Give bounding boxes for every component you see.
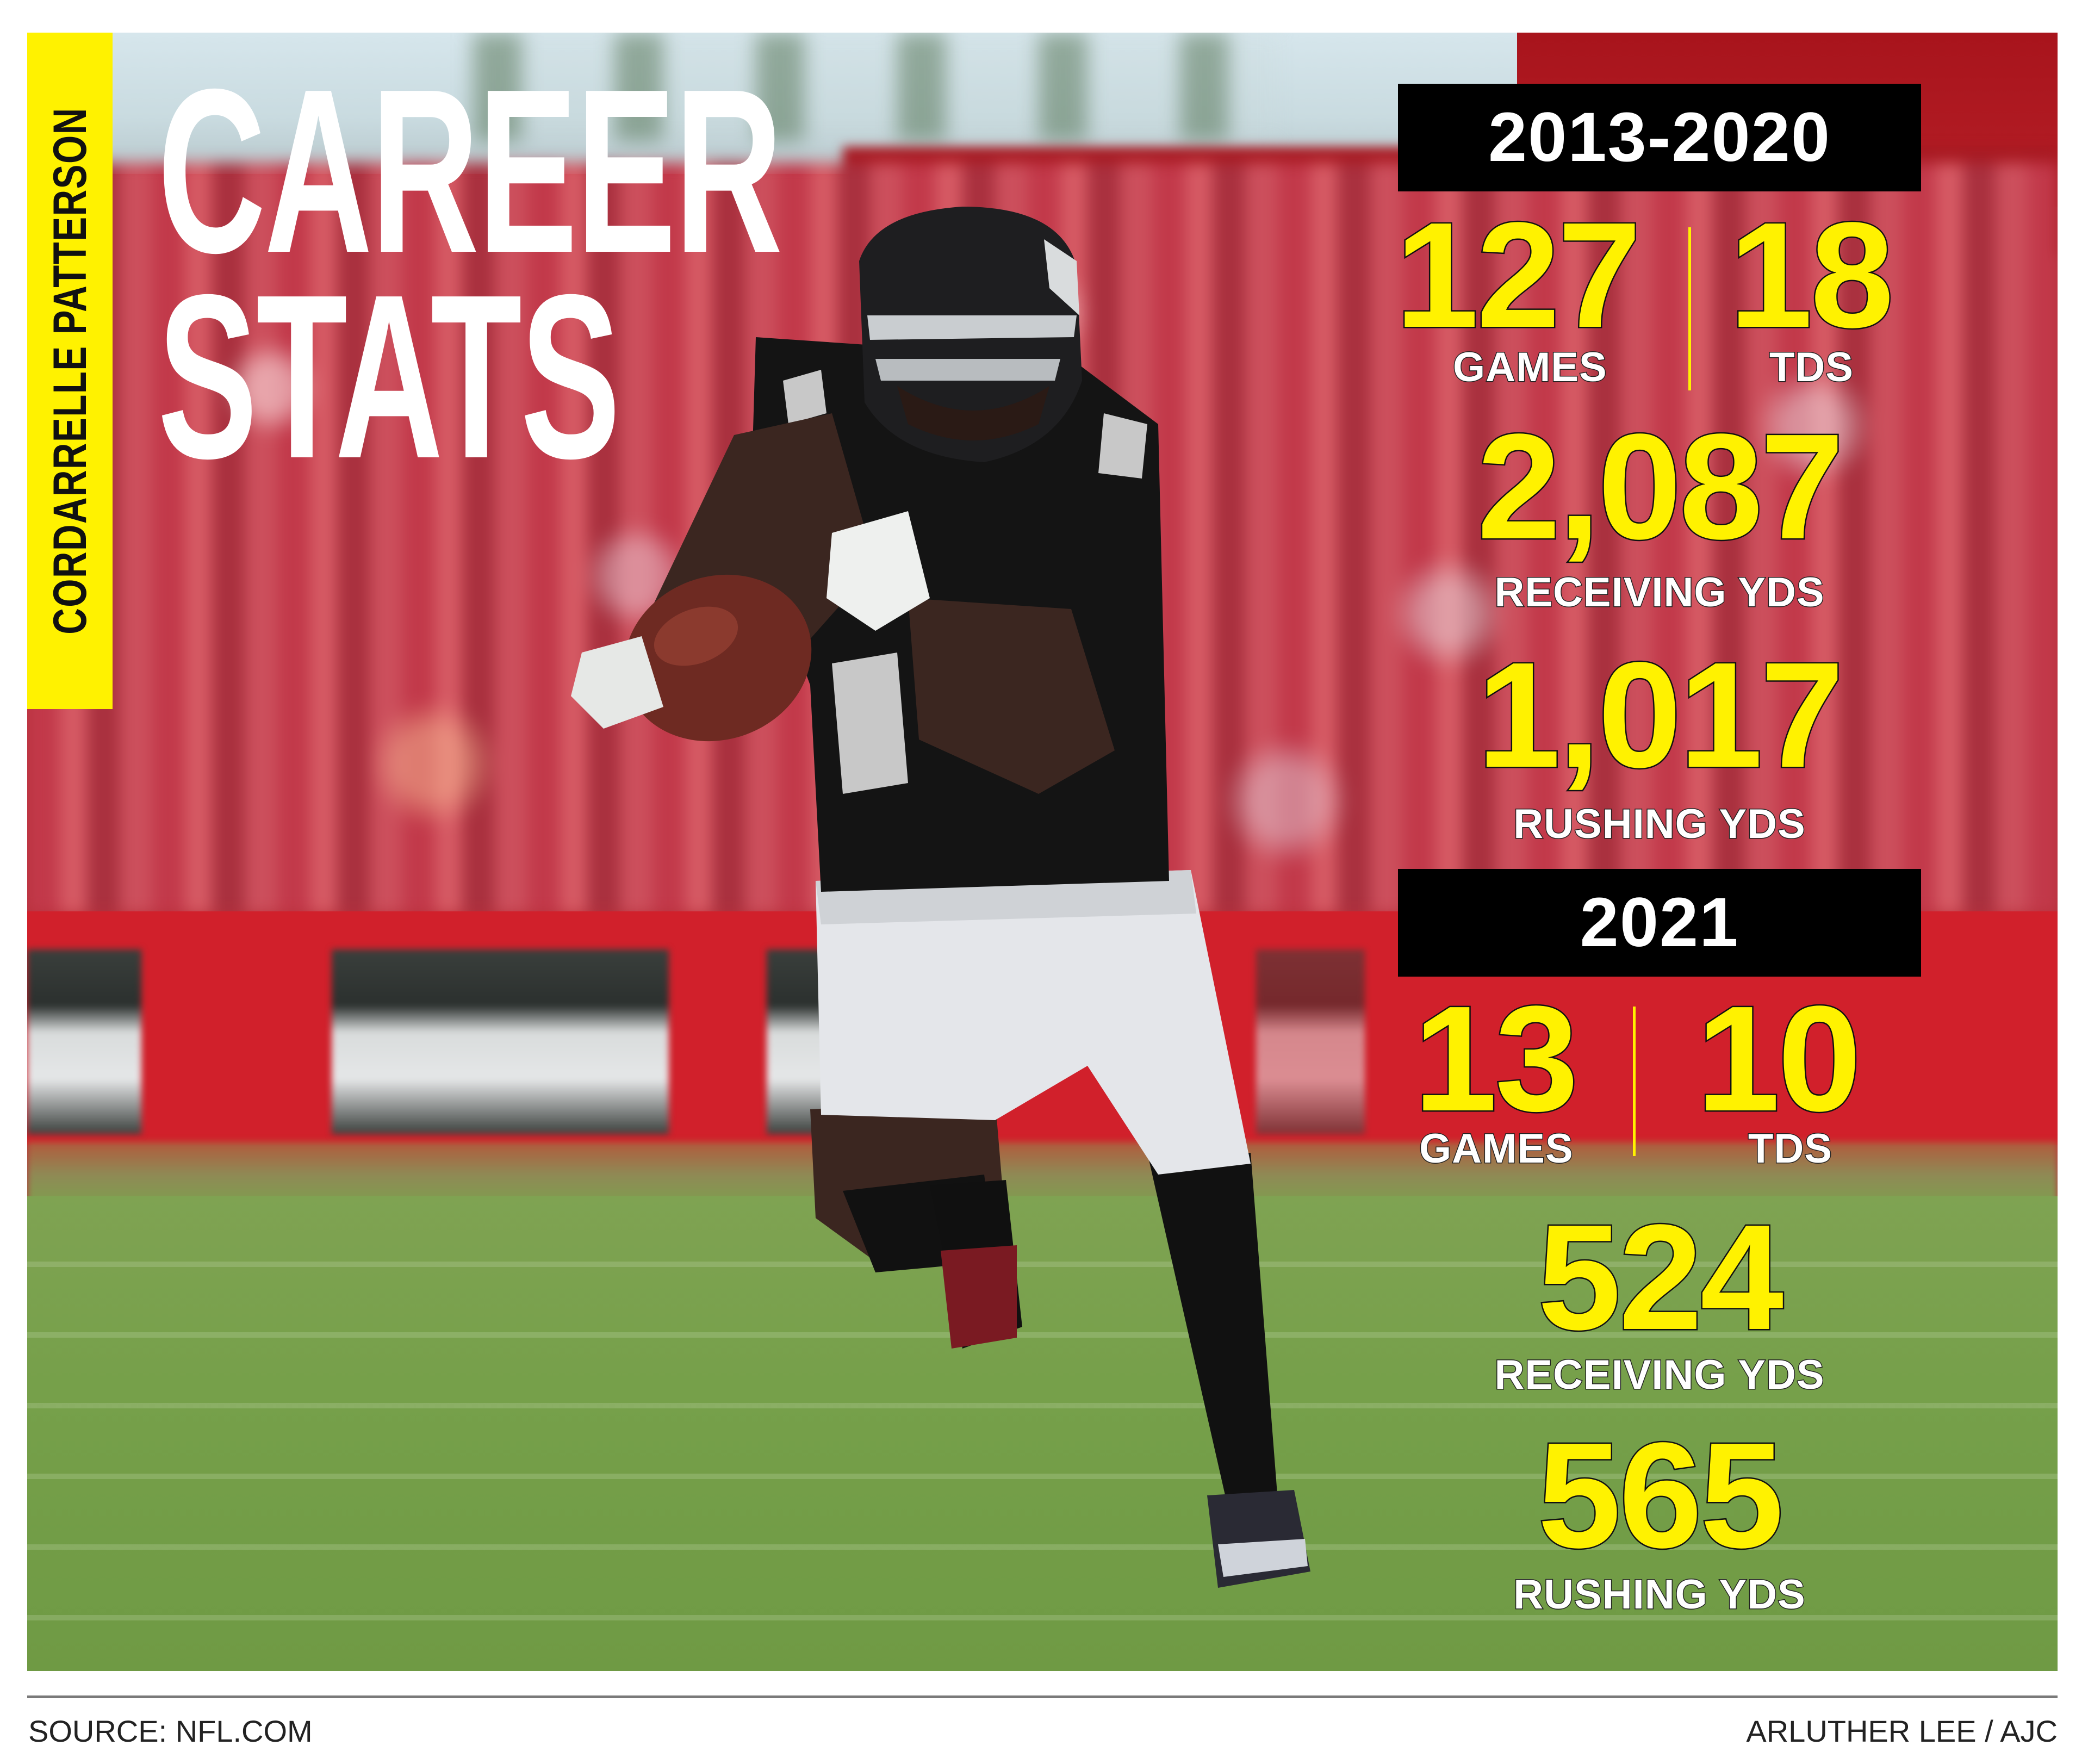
source-credit: SOURCE: NFL.COM bbox=[28, 1714, 313, 1748]
rushing-yds-block: 565 bbox=[1398, 1412, 1921, 1579]
wall-panel bbox=[27, 949, 141, 1134]
rushing-yds-block: 1,017 bbox=[1398, 631, 1921, 799]
games-label: GAMES bbox=[1419, 1126, 1574, 1172]
receiving-yds-value: 524 bbox=[1536, 1194, 1785, 1361]
receiving-yds-block: 524 bbox=[1398, 1194, 1921, 1361]
tds-label: TDS bbox=[1748, 1126, 1833, 1172]
title-career: CAREER bbox=[158, 41, 782, 302]
background-photo bbox=[27, 33, 2058, 1671]
stat-divider bbox=[1633, 1007, 1636, 1156]
author-credit: ARLUTHER LEE / AJC bbox=[1746, 1714, 2058, 1748]
wall-panel bbox=[332, 949, 669, 1134]
player-name-bar: CORDARRELLE PATTERSON bbox=[27, 33, 113, 709]
tds-value: 10 bbox=[1695, 975, 1863, 1142]
receiving-yds-label: RECEIVING YDS bbox=[1494, 569, 1825, 616]
stat-divider bbox=[1688, 227, 1691, 390]
footer-divider bbox=[27, 1695, 2058, 1698]
receiving-yds-label-block: RECEIVING YDS bbox=[1398, 1352, 1921, 1398]
rushing-yds-value: 565 bbox=[1536, 1412, 1785, 1579]
wall-panel bbox=[1256, 949, 1365, 1134]
rushing-yds-label-block: RUSHING YDS bbox=[1398, 1572, 1921, 1618]
receiving-yds-block: 2,087 bbox=[1398, 403, 1921, 570]
receiving-yds-label-block: RECEIVING YDS bbox=[1398, 569, 1921, 616]
tds-value: 18 bbox=[1728, 191, 1896, 359]
rushing-yds-label: RUSHING YDS bbox=[1513, 1572, 1806, 1618]
games-label: GAMES bbox=[1452, 344, 1608, 390]
period-label: 2013-2020 bbox=[1488, 98, 1831, 176]
games-value: 127 bbox=[1394, 191, 1643, 359]
title-stats: STATS bbox=[158, 246, 620, 507]
field-grass bbox=[27, 1196, 2058, 1671]
rushing-yds-label-block: RUSHING YDS bbox=[1398, 801, 1921, 847]
receiving-yds-value: 2,087 bbox=[1476, 403, 1845, 570]
period-header-2013-2020: 2013-2020 bbox=[1398, 84, 1921, 191]
football-player-image bbox=[571, 207, 1310, 1588]
receiving-yds-label: RECEIVING YDS bbox=[1494, 1352, 1825, 1398]
period-label: 2021 bbox=[1580, 884, 1739, 961]
rushing-yds-label: RUSHING YDS bbox=[1513, 801, 1806, 847]
period-header-2021: 2021 bbox=[1398, 869, 1921, 977]
games-value: 13 bbox=[1413, 975, 1580, 1142]
player-name: CORDARRELLE PATTERSON bbox=[44, 107, 96, 635]
trees-area bbox=[473, 33, 1278, 141]
rushing-yds-value: 1,017 bbox=[1476, 631, 1845, 799]
tds-label: TDS bbox=[1769, 344, 1854, 390]
